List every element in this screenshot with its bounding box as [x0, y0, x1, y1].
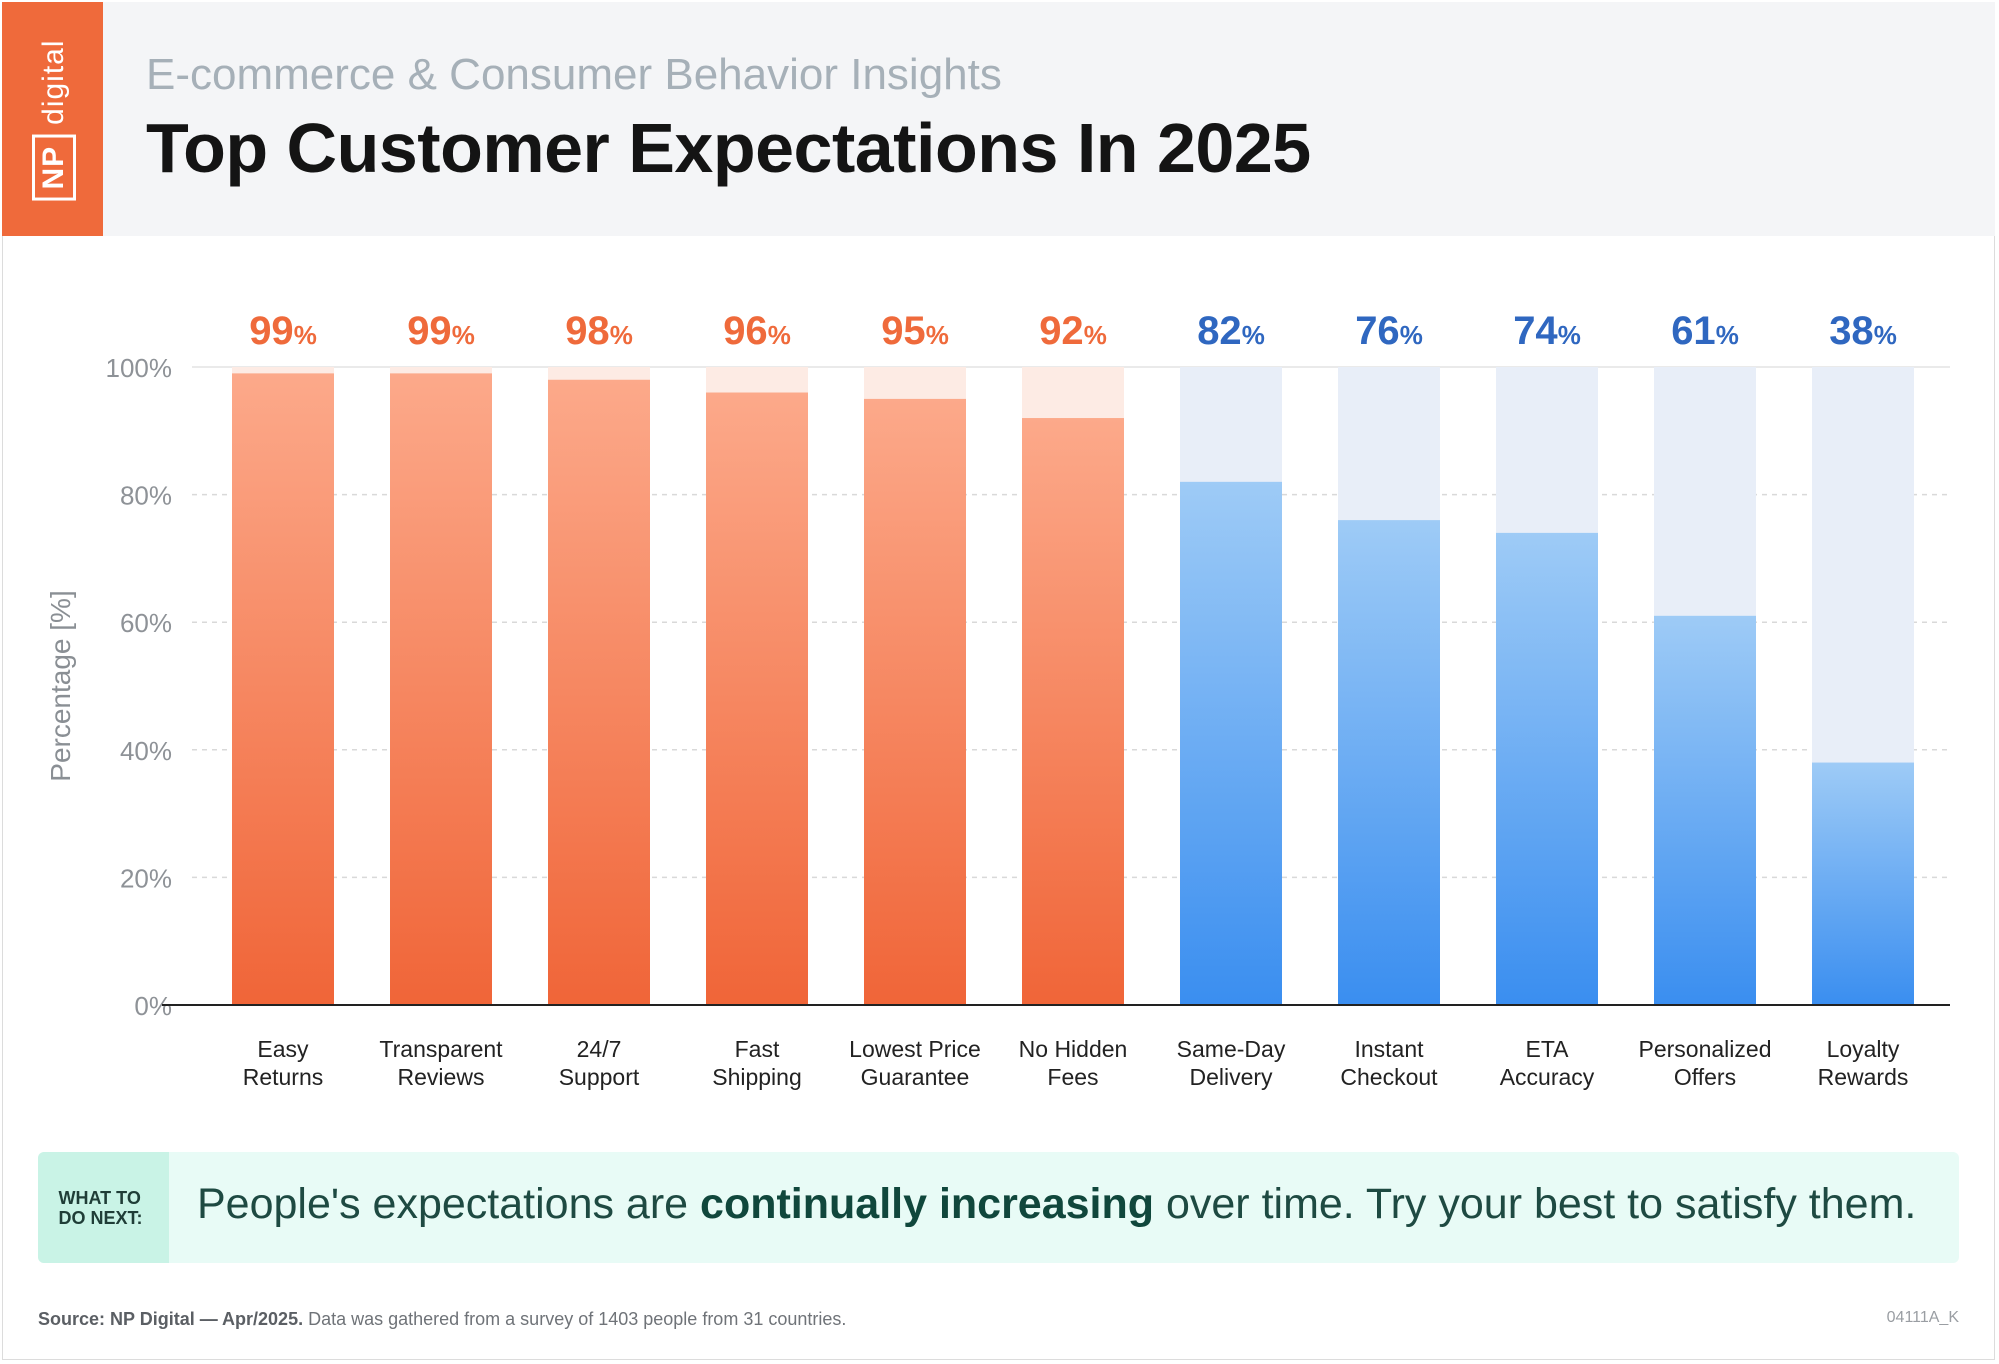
bar — [1338, 520, 1440, 1005]
x-tick-label: Easy — [257, 1036, 309, 1062]
bar-value-label: 76% — [1355, 309, 1423, 353]
x-tick-label: Loyalty — [1827, 1036, 1900, 1062]
x-tick-label: Instant — [1354, 1036, 1424, 1062]
x-tick-label: Delivery — [1189, 1064, 1273, 1090]
x-tick-label: ETA — [1525, 1036, 1569, 1062]
bar-value-label: 74% — [1513, 309, 1581, 353]
x-tick-label: Checkout — [1340, 1064, 1438, 1090]
banner-msg-bold: continually increasing — [700, 1180, 1155, 1228]
y-tick-label: 100% — [106, 353, 173, 383]
y-tick-label: 40% — [120, 736, 172, 766]
source-rest: Data was gathered from a survey of 1403 … — [303, 1309, 847, 1329]
bar-value-label: 82% — [1197, 309, 1265, 353]
bar-value-label: 92% — [1039, 309, 1107, 353]
bar — [1812, 762, 1914, 1005]
x-tick-label: Fast — [735, 1036, 780, 1062]
x-tick-label: Same-Day — [1177, 1036, 1286, 1062]
bar-value-label: 61% — [1671, 309, 1739, 353]
y-tick-label: 60% — [120, 608, 172, 638]
bar — [864, 398, 966, 1005]
bar — [548, 379, 650, 1005]
banner-message: People's expectations are continually in… — [197, 1180, 1916, 1229]
bar — [232, 373, 334, 1005]
header — [2, 2, 1995, 236]
y-axis-label: Percentage [%] — [45, 590, 76, 781]
x-tick-label: Fees — [1047, 1064, 1098, 1090]
bar-value-label: 98% — [565, 309, 633, 353]
bar-chart: Percentage [%] 0%20%40%60%80%100% 99%Eas… — [45, 309, 1950, 1090]
y-tick-label: 20% — [120, 863, 172, 893]
source-note: Source: NP Digital — Apr/2025. Data was … — [38, 1309, 846, 1330]
bar-value-label: 38% — [1829, 309, 1897, 353]
y-tick-label: 80% — [120, 481, 172, 511]
banner-tag: What to do next: — [38, 1152, 169, 1263]
x-tick-label: Support — [559, 1064, 640, 1090]
x-tick-label: Lowest Price — [849, 1036, 981, 1062]
x-tick-label: Transparent — [379, 1036, 503, 1062]
x-tick-label: Personalized — [1639, 1036, 1772, 1062]
x-tick-label: Offers — [1674, 1064, 1736, 1090]
x-tick-label: 24/7 — [577, 1036, 622, 1062]
x-tick-label: Shipping — [712, 1064, 802, 1090]
bar — [706, 392, 808, 1005]
chart-code: 04111A_K — [1886, 1309, 1959, 1326]
x-tick-label: Accuracy — [1500, 1064, 1595, 1090]
what-to-do-next-banner — [38, 1152, 1959, 1263]
source-bold: Source: NP Digital — Apr/2025. — [38, 1309, 304, 1329]
x-tick-label: Guarantee — [861, 1064, 970, 1090]
bar — [390, 373, 492, 1005]
page-title: Top Customer Expectations In 2025 — [146, 109, 1311, 187]
x-tick-label: Rewards — [1818, 1064, 1909, 1090]
bar-value-label: 99% — [249, 309, 317, 353]
bar-value-label: 99% — [407, 309, 475, 353]
subtitle: E-commerce & Consumer Behavior Insights — [146, 50, 1002, 99]
x-tick-label: Reviews — [398, 1064, 485, 1090]
bar — [1654, 615, 1756, 1005]
bar-value-label: 95% — [881, 309, 949, 353]
bar — [1180, 481, 1282, 1006]
x-tick-label: Returns — [243, 1064, 324, 1090]
x-tick-label: No Hidden — [1019, 1036, 1128, 1062]
banner-msg-before: People's expectations are — [197, 1180, 701, 1228]
np-digital-logo: NP digital — [2, 2, 103, 236]
banner-msg-after: over time. Try your best to satisfy them… — [1154, 1180, 1917, 1228]
bar — [1496, 532, 1598, 1005]
bar-value-label: 96% — [723, 309, 791, 353]
bar — [1022, 418, 1124, 1005]
banner-tag-text: What to do next: — [58, 1187, 143, 1228]
